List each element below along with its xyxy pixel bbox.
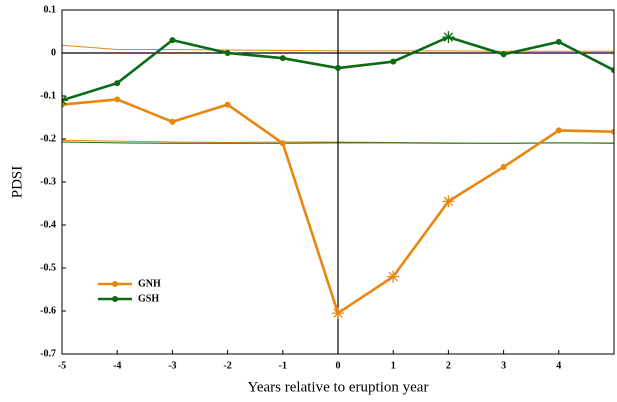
x-tick-label: 4 <box>556 360 561 371</box>
y-tick-label: -0.4 <box>40 219 56 230</box>
significant-point <box>442 31 455 44</box>
point <box>279 55 286 62</box>
y-tick-label: -0.3 <box>40 176 56 187</box>
y-tick-label: -0.5 <box>40 262 56 273</box>
point <box>169 118 176 125</box>
y-tick-label: 0.1 <box>44 4 57 15</box>
legend-label: GNH <box>138 278 161 289</box>
point <box>224 50 231 56</box>
significant-point <box>332 307 344 320</box>
significant-point <box>387 270 400 283</box>
x-tick-label: 2 <box>446 360 451 371</box>
point <box>500 163 507 170</box>
y-tick-label: -0.2 <box>40 133 56 144</box>
y-tick-label: -0.1 <box>40 90 56 101</box>
point <box>335 65 341 72</box>
point <box>555 127 562 134</box>
point <box>114 80 121 87</box>
x-tick-label: -5 <box>58 360 66 371</box>
point <box>114 96 121 103</box>
y-axis-label: PDSI <box>9 166 25 199</box>
y-tick-label: -0.7 <box>40 348 56 359</box>
point <box>224 101 231 108</box>
point <box>555 38 562 45</box>
point <box>279 140 286 147</box>
legend-marker <box>112 281 118 287</box>
x-tick-label: -4 <box>113 360 121 371</box>
x-tick-label: -1 <box>279 360 287 371</box>
point <box>390 58 397 65</box>
point <box>611 67 614 74</box>
x-tick-label: 1 <box>391 360 396 371</box>
x-axis-label: Years relative to eruption year <box>248 379 429 395</box>
significant-point <box>442 195 455 208</box>
x-tick-label: 0 <box>336 360 341 371</box>
x-tick-label: -2 <box>223 360 231 371</box>
legend-label: GSH <box>138 293 159 304</box>
y-tick-label: -0.6 <box>40 305 56 316</box>
plot-area <box>62 10 614 354</box>
x-tick-label: 3 <box>501 360 506 371</box>
y-tick-label: 0 <box>51 47 56 58</box>
point <box>611 128 614 135</box>
point <box>500 51 507 58</box>
x-tick-label: -3 <box>168 360 176 371</box>
legend-marker <box>112 296 118 302</box>
point <box>169 37 176 44</box>
